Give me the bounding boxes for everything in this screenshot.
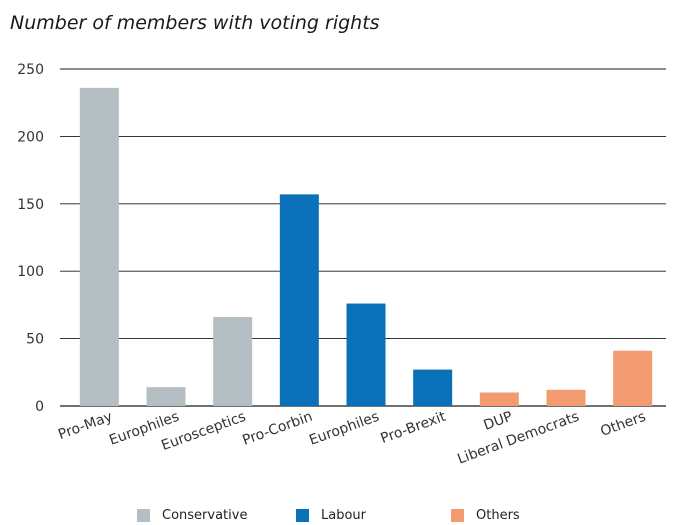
y-axis-ticks: 0 50 100 150 200 250 — [17, 62, 44, 415]
bar-others — [613, 350, 653, 406]
y-tick-label: 200 — [17, 129, 44, 145]
bar-pro-corbin — [279, 194, 319, 406]
legend-swatch-others — [451, 509, 464, 522]
x-category-label: DUP — [482, 409, 515, 434]
bar-eurosceptics — [213, 317, 253, 406]
y-tick-label: 0 — [35, 399, 44, 415]
x-category-label: Europhiles — [307, 409, 381, 449]
x-category-label: Pro-Brexit — [379, 409, 449, 448]
x-category-label: Liberal Democrats — [455, 409, 581, 468]
bar-dup — [479, 392, 519, 406]
y-tick-label: 100 — [17, 264, 44, 280]
bar-europhiles — [146, 387, 186, 406]
x-category-label: Pro-Corbin — [240, 409, 314, 449]
legend-swatch-labour — [296, 509, 309, 522]
bar-europhiles — [346, 303, 386, 406]
y-tick-label: 250 — [17, 62, 44, 78]
bar-pro-brexit — [413, 369, 453, 406]
legend-item-others: Others — [451, 508, 520, 523]
bar-pro-may — [79, 87, 119, 406]
chart-title: Number of members with voting rights — [10, 12, 380, 34]
legend-item-conservative: Conservative — [137, 508, 247, 523]
bars — [79, 87, 653, 406]
legend-swatch-conservative — [137, 509, 150, 522]
legend-label-conservative: Conservative — [162, 508, 248, 523]
legend: Conservative Labour Others — [0, 508, 674, 525]
x-axis-categories: Pro-MayEurophilesEuroscepticsPro-CorbinE… — [56, 409, 648, 468]
legend-label-labour: Labour — [321, 508, 366, 523]
y-tick-label: 150 — [17, 197, 44, 213]
legend-item-labour: Labour — [296, 508, 366, 523]
x-category-label: Others — [598, 409, 648, 440]
legend-label-others: Others — [476, 508, 520, 523]
x-category-label: Pro-May — [56, 409, 115, 443]
bar-liberal-democrats — [546, 389, 586, 406]
y-tick-label: 50 — [26, 332, 44, 348]
